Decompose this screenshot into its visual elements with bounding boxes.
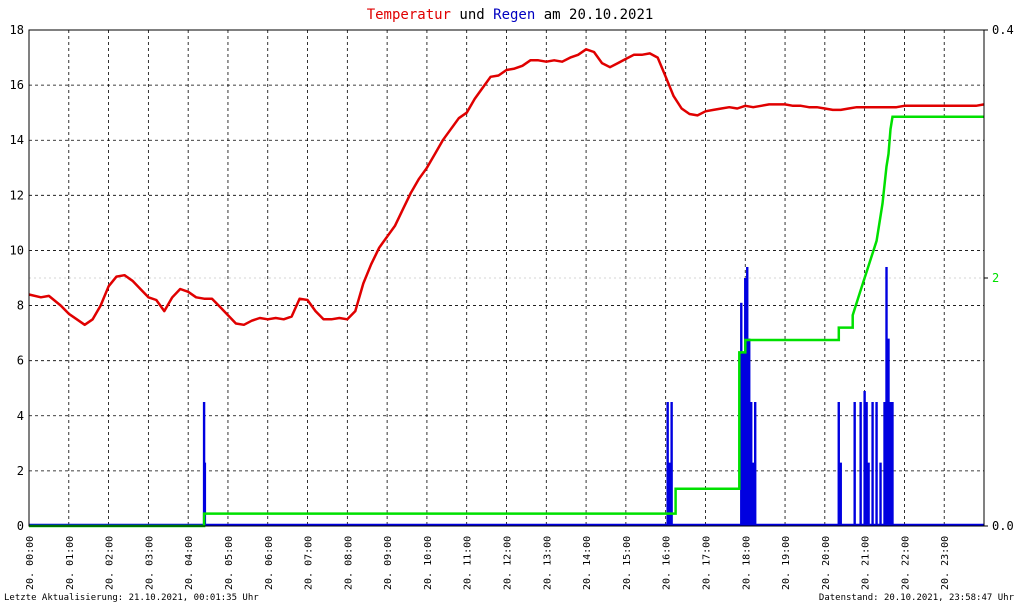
x-tick-label: 20. 01:00 xyxy=(65,536,76,590)
footer-last-update: Letzte Aktualisierung: 21.10.2021, 00:01… xyxy=(4,593,259,603)
rain-bar xyxy=(744,278,747,526)
temperature-line xyxy=(28,48,985,327)
x-tick-label: 20. 14:00 xyxy=(582,536,593,590)
x-tick-label: 20. 04:00 xyxy=(184,536,195,590)
rain-bar xyxy=(891,402,894,526)
x-tick-label: 20. 23:00 xyxy=(940,536,951,590)
x-tick-label: 20. 18:00 xyxy=(741,536,752,590)
x-tick-label: 20. 11:00 xyxy=(463,536,474,590)
x-tick-label: 20. 06:00 xyxy=(264,536,275,590)
rain-bar xyxy=(748,338,751,526)
rain-sum-line xyxy=(29,115,984,528)
y-axis-right: 0.0 2 0.4 xyxy=(984,23,1014,533)
x-tick-label: 20. 16:00 xyxy=(662,536,673,590)
title-und: und xyxy=(451,7,493,23)
y-tick-label: 0 xyxy=(17,519,24,533)
y-tick-label: 2 xyxy=(17,464,24,478)
rain-bar xyxy=(867,462,870,526)
rain-bar xyxy=(875,402,878,526)
rain-bar xyxy=(853,402,856,526)
plot-frame xyxy=(28,29,985,527)
rain-bar xyxy=(203,462,207,526)
x-tick-label: 20. 05:00 xyxy=(224,536,235,590)
x-tick-label: 20. 09:00 xyxy=(383,536,394,590)
x-tick-label: 20. 00:00 xyxy=(25,536,36,590)
x-tick-label: 20. 10:00 xyxy=(423,536,434,590)
x-tick-label: 20. 22:00 xyxy=(900,536,911,590)
x-tick-label: 20. 07:00 xyxy=(304,536,315,590)
rain-bar xyxy=(740,302,743,526)
x-tick-label: 20. 02:00 xyxy=(105,536,116,590)
title-date: am 20.10.2021 xyxy=(535,7,653,23)
x-tick-label: 20. 03:00 xyxy=(144,536,155,590)
rain-bar xyxy=(746,266,749,526)
rain-bar xyxy=(863,390,866,526)
rain-bar xyxy=(883,402,886,526)
rain-bar xyxy=(752,462,755,526)
y-right-tick-label: 0.4 xyxy=(992,23,1014,37)
rain-bar xyxy=(871,402,874,526)
title-rain: Regen xyxy=(493,7,535,23)
rain-bar xyxy=(753,402,757,526)
y-tick-label: 10 xyxy=(10,243,24,257)
y-tick-label: 6 xyxy=(17,354,24,368)
footer-data-status: Datenstand: 20.10.2021, 23:58:47 Uhr xyxy=(818,593,1014,603)
chart-title: Temperatur und Regen am 20.10.2021 xyxy=(367,7,654,23)
title-temperature: Temperatur xyxy=(367,7,451,23)
rain-bar xyxy=(742,352,745,526)
x-tick-label: 20. 20:00 xyxy=(821,536,832,590)
grid xyxy=(29,30,984,526)
rain-bar xyxy=(668,462,671,526)
y-tick-label: 16 xyxy=(10,78,24,92)
x-tick-label: 20. 21:00 xyxy=(861,536,872,590)
rain-bar xyxy=(750,402,753,526)
x-tick-label: 20. 17:00 xyxy=(701,536,712,590)
x-axis: 20. 00:00 20. 01:00 20. 02:00 20. 03:00 20. … xyxy=(25,536,951,590)
y-right-tick-label: 0.0 xyxy=(992,519,1014,533)
x-tick-label: 20. 15:00 xyxy=(622,536,633,590)
rain-bar xyxy=(889,402,892,526)
x-tick-label: 20. 13:00 xyxy=(542,536,553,590)
rain-bar xyxy=(670,402,673,526)
rain-bar xyxy=(865,402,868,526)
rain-bar xyxy=(885,266,888,526)
rain-bar xyxy=(859,402,862,526)
rain-bar xyxy=(666,402,669,526)
y-tick-label: 14 xyxy=(10,133,24,147)
rain-bar xyxy=(837,402,840,526)
y-axis-left: 0 2 4 6 8 10 12 14 16 18 xyxy=(10,23,24,533)
y-tick-label: 8 xyxy=(17,299,24,313)
y-tick-label: 12 xyxy=(10,188,24,202)
x-tick-label: 20. 08:00 xyxy=(343,536,354,590)
y-right-tick-label: 2 xyxy=(992,271,999,285)
rain-bar xyxy=(887,338,890,526)
x-tick-label: 20. 19:00 xyxy=(781,536,792,590)
rain-bar xyxy=(839,462,842,526)
y-tick-label: 18 xyxy=(10,23,24,37)
x-tick-label: 20. 12:00 xyxy=(503,536,514,590)
series-lines xyxy=(28,48,985,528)
rain-bar xyxy=(879,462,882,526)
y-tick-label: 4 xyxy=(17,409,24,423)
